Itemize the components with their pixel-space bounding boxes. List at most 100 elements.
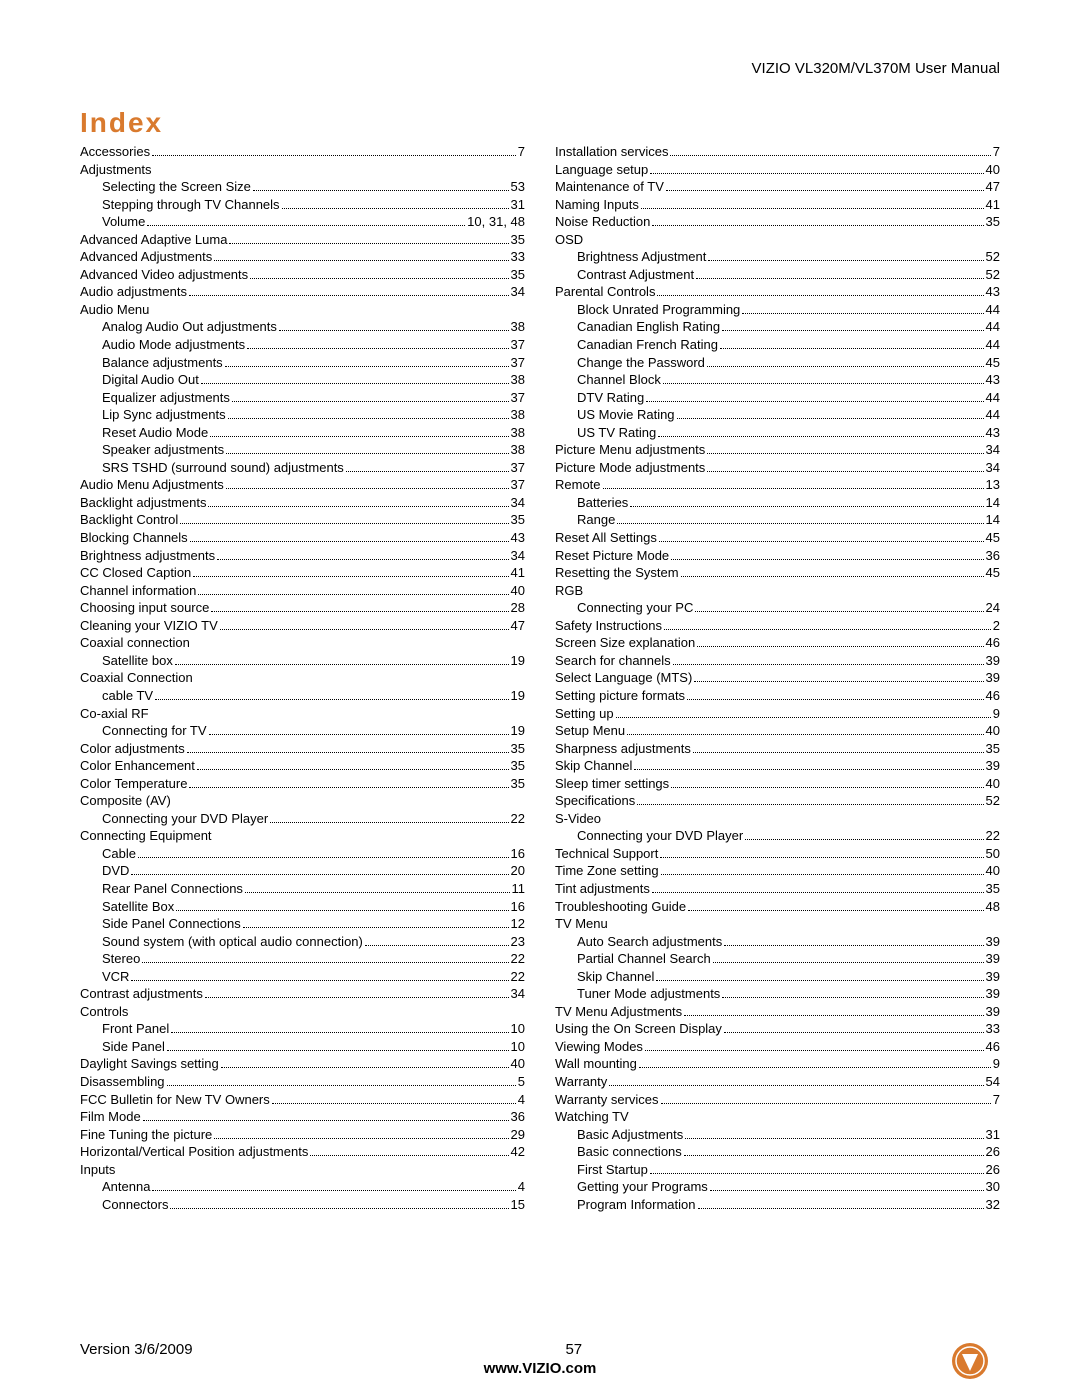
index-entry: Color Enhancement35 bbox=[80, 757, 525, 775]
leader-dots bbox=[710, 1190, 984, 1191]
index-entry-label: Range bbox=[577, 511, 615, 529]
index-entry-label: Setup Menu bbox=[555, 722, 625, 740]
index-entry: Audio Mode adjustments37 bbox=[80, 336, 525, 354]
leader-dots bbox=[707, 453, 983, 454]
index-entry-label: Advanced Video adjustments bbox=[80, 266, 248, 284]
page-footer: Version 3/6/2009 57 spacer www.VIZIO.com bbox=[80, 1341, 1000, 1377]
index-entry: Installation services7 bbox=[555, 143, 1000, 161]
index-entry-page: 40 bbox=[986, 775, 1000, 793]
index-entry: Audio adjustments34 bbox=[80, 283, 525, 301]
leader-dots bbox=[197, 769, 509, 770]
index-entry: Channel information40 bbox=[80, 582, 525, 600]
leader-dots bbox=[684, 1015, 983, 1016]
leader-dots bbox=[671, 787, 983, 788]
index-entry: Lip Sync adjustments38 bbox=[80, 406, 525, 424]
leader-dots bbox=[208, 506, 508, 507]
index-entry-page: 37 bbox=[511, 336, 525, 354]
leader-dots bbox=[609, 1085, 983, 1086]
index-entry-page: 35 bbox=[511, 775, 525, 793]
leader-dots bbox=[272, 1103, 516, 1104]
index-entry-page: 33 bbox=[986, 1020, 1000, 1038]
index-entry-page: 5 bbox=[518, 1073, 525, 1091]
index-entry-page: 7 bbox=[993, 1091, 1000, 1109]
index-entry-page: 39 bbox=[986, 652, 1000, 670]
index-entry-label: Selecting the Screen Size bbox=[102, 178, 251, 196]
index-entry: Connecting your DVD Player22 bbox=[80, 810, 525, 828]
index-entry: Cable16 bbox=[80, 845, 525, 863]
index-entry: Channel Block43 bbox=[555, 371, 1000, 389]
leader-dots bbox=[247, 348, 508, 349]
leader-dots bbox=[684, 1155, 984, 1156]
leader-dots bbox=[661, 1103, 991, 1104]
index-entry: Sharpness adjustments35 bbox=[555, 740, 1000, 758]
leader-dots bbox=[671, 559, 983, 560]
index-entry-label: Channel Block bbox=[577, 371, 661, 389]
index-entry-page: 34 bbox=[511, 547, 525, 565]
index-entry-label: Sound system (with optical audio connect… bbox=[102, 933, 363, 951]
index-entry-label: Reset Picture Mode bbox=[555, 547, 669, 565]
index-entry: DVD20 bbox=[80, 862, 525, 880]
index-entry: Backlight adjustments34 bbox=[80, 494, 525, 512]
index-heading: Coaxial Connection bbox=[80, 669, 525, 687]
index-heading: Coaxial connection bbox=[80, 634, 525, 652]
leader-dots bbox=[650, 173, 983, 174]
index-entry-label: Color Enhancement bbox=[80, 757, 195, 775]
index-entry: Rear Panel Connections11 bbox=[80, 880, 525, 898]
index-entry-label: Troubleshooting Guide bbox=[555, 898, 686, 916]
index-entry-page: 35 bbox=[511, 266, 525, 284]
index-entry-label: Cable bbox=[102, 845, 136, 863]
leader-dots bbox=[603, 488, 984, 489]
index-entry-label: Auto Search adjustments bbox=[577, 933, 722, 951]
index-entry-page: 30 bbox=[986, 1178, 1000, 1196]
index-entry-page: 10 bbox=[511, 1038, 525, 1056]
index-entry: Side Panel Connections12 bbox=[80, 915, 525, 933]
leader-dots bbox=[630, 506, 983, 507]
index-entry-page: 52 bbox=[986, 792, 1000, 810]
index-column-right: Installation services7Language setup40Ma… bbox=[555, 143, 1000, 1213]
index-entry: Partial Channel Search39 bbox=[555, 950, 1000, 968]
leader-dots bbox=[663, 383, 984, 384]
index-entry-page: 37 bbox=[511, 459, 525, 477]
index-entry: Parental Controls43 bbox=[555, 283, 1000, 301]
index-entry-page: 22 bbox=[511, 810, 525, 828]
leader-dots bbox=[722, 997, 983, 998]
leader-dots bbox=[670, 155, 990, 156]
index-entry-label: Backlight adjustments bbox=[80, 494, 206, 512]
leader-dots bbox=[696, 278, 983, 279]
index-heading: Adjustments bbox=[80, 161, 525, 179]
index-entry-page: 39 bbox=[986, 950, 1000, 968]
leader-dots bbox=[147, 225, 465, 226]
leader-dots bbox=[270, 822, 508, 823]
index-entry: Balance adjustments37 bbox=[80, 354, 525, 372]
index-columns: Accessories7AdjustmentsSelecting the Scr… bbox=[80, 143, 1000, 1213]
index-entry: Time Zone setting40 bbox=[555, 862, 1000, 880]
index-entry: US TV Rating43 bbox=[555, 424, 1000, 442]
index-entry: Reset Picture Mode36 bbox=[555, 547, 1000, 565]
index-entry-page: 33 bbox=[511, 248, 525, 266]
footer-page-number: 57 bbox=[565, 1341, 582, 1358]
index-entry-label: First Startup bbox=[577, 1161, 648, 1179]
index-entry: Brightness Adjustment52 bbox=[555, 248, 1000, 266]
index-entry: US Movie Rating44 bbox=[555, 406, 1000, 424]
index-entry-label: Color adjustments bbox=[80, 740, 185, 758]
index-entry-label: Tint adjustments bbox=[555, 880, 650, 898]
index-entry-label: Connecting your DVD Player bbox=[577, 827, 743, 845]
index-entry-label: Contrast adjustments bbox=[80, 985, 203, 1003]
index-entry-label: Front Panel bbox=[102, 1020, 169, 1038]
leader-dots bbox=[253, 190, 509, 191]
index-entry: Accessories7 bbox=[80, 143, 525, 161]
index-entry-page: 38 bbox=[511, 441, 525, 459]
index-entry-label: Contrast Adjustment bbox=[577, 266, 694, 284]
leader-dots bbox=[707, 366, 984, 367]
index-entry: Canadian English Rating44 bbox=[555, 318, 1000, 336]
index-entry-label: SRS TSHD (surround sound) adjustments bbox=[102, 459, 344, 477]
index-entry-label: Wall mounting bbox=[555, 1055, 637, 1073]
index-entry-label: Satellite Box bbox=[102, 898, 174, 916]
index-entry-label: Safety Instructions bbox=[555, 617, 662, 635]
footer-url: www.VIZIO.com bbox=[80, 1360, 1000, 1377]
index-entry-page: 50 bbox=[986, 845, 1000, 863]
index-entry: Setting picture formats46 bbox=[555, 687, 1000, 705]
index-entry-page: 44 bbox=[986, 336, 1000, 354]
index-entry: Change the Password45 bbox=[555, 354, 1000, 372]
index-entry: Fine Tuning the picture29 bbox=[80, 1126, 525, 1144]
